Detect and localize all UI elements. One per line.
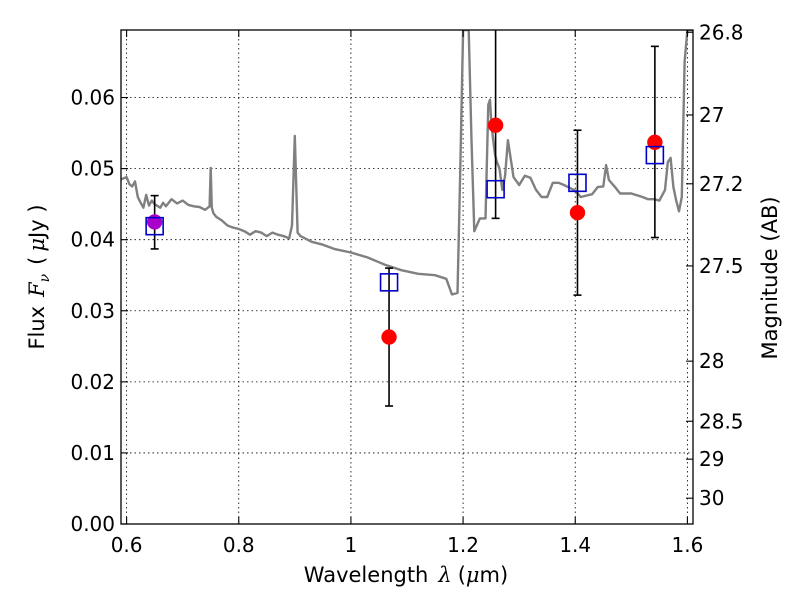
observed-point: [569, 204, 586, 221]
y2-tick-label: 27: [699, 103, 724, 127]
y-tick-label: 0.06: [70, 86, 115, 110]
synthetic-point: [379, 273, 399, 292]
y-axis-label: FluxFν(μJy ): [25, 204, 53, 349]
observed-point: [487, 117, 504, 133]
observed-point: [381, 329, 397, 345]
y2-tick-label: 27.5: [699, 254, 744, 278]
synthetic-point: [486, 179, 505, 199]
y-tick-label: 0.05: [70, 157, 115, 181]
axis-ticks: 0.6 0.8 1 1.2 1.4 1.6 0.00 0.01 0.02 0.03 0.04 0.05…: [70, 20, 743, 557]
y2-tick-label: 29: [699, 447, 724, 471]
y-tick-label: 0.02: [70, 370, 115, 394]
observed-point: [647, 134, 663, 151]
x-tick-label: 0.8: [223, 533, 255, 557]
x-axis-label: Wavelength λ (μm): [304, 563, 508, 587]
x-tick-label: 1.2: [447, 533, 479, 557]
y-tick-label: 0.01: [70, 441, 115, 465]
x-tick-label: 1: [345, 533, 358, 557]
model-spectrum-line: [121, 30, 693, 296]
synthetic-point: [568, 173, 587, 193]
x-tick-label: 0.6: [111, 533, 143, 557]
y-tick-label: 0.04: [70, 228, 115, 252]
y2-tick-label: 30: [699, 486, 724, 510]
y2-tick-label: 26.8: [699, 20, 744, 44]
y-tick-label: 0.03: [70, 299, 115, 323]
y2-tick-label: 28: [699, 349, 724, 373]
observed-point: [146, 214, 163, 230]
model-spectrum: [121, 30, 693, 296]
x-tick-label: 1.6: [671, 533, 703, 557]
plot-frame: [120, 29, 694, 525]
y2-axis-label: Magnitude (AB): [758, 196, 782, 359]
observed-points: [146, 117, 663, 345]
x-tick-label: 1.4: [559, 533, 591, 557]
synthetic-points: [145, 145, 665, 292]
synthetic-point: [645, 145, 665, 165]
synthetic-point: [145, 216, 164, 236]
y2-tick-label: 28.5: [699, 409, 744, 433]
grid-lines: [121, 30, 693, 525]
y2-tick-label: 27.2: [699, 172, 744, 196]
y-tick-label: 0.00: [70, 512, 115, 536]
